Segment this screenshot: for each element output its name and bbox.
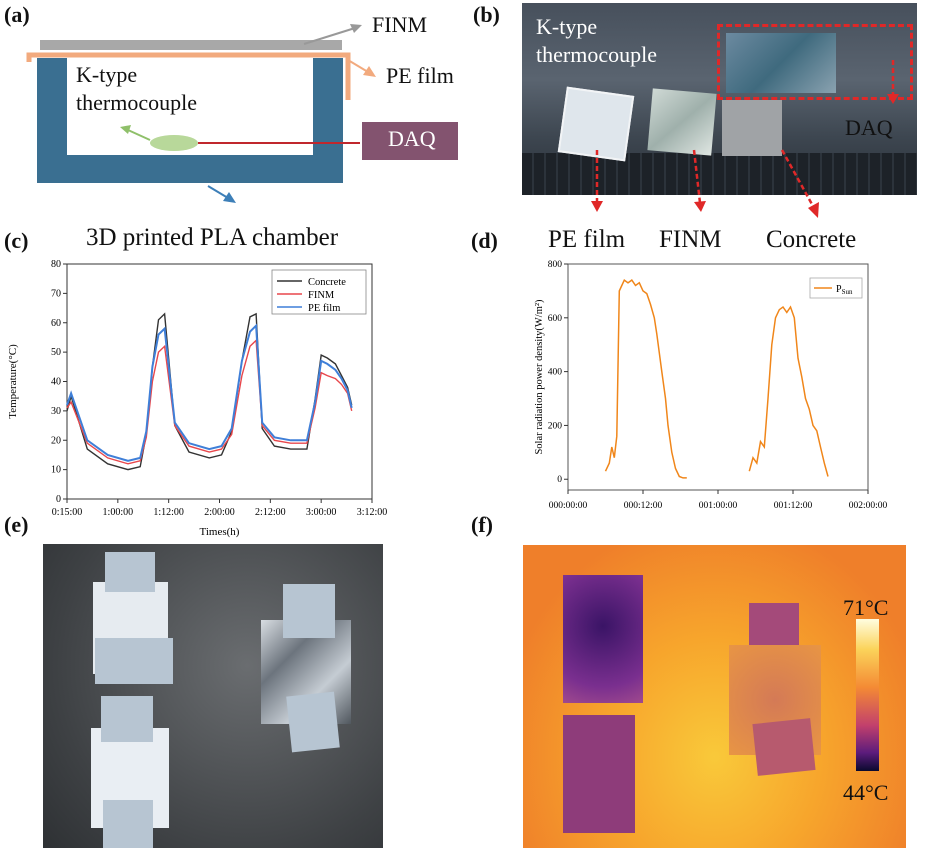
setup-photo xyxy=(522,3,917,195)
photo-thermocouple-line1: K-type xyxy=(536,14,598,39)
thermal-sample-2 xyxy=(563,715,635,833)
panel-a-label: (a) xyxy=(4,2,30,27)
thermal-image xyxy=(523,545,906,848)
chamber-label: 3D printed PLA chamber xyxy=(86,224,339,251)
y-tick-label: 600 xyxy=(548,314,563,324)
finm-layer xyxy=(40,40,342,50)
pla-chamber xyxy=(37,58,343,183)
photo-pe-film-label: PE film xyxy=(548,226,626,253)
daq-highlight-box xyxy=(717,24,913,100)
x-tick-label: 000:12:00 xyxy=(624,501,663,511)
y-axis-title: Solar radiation power density(W/m²) xyxy=(534,299,545,455)
legend-box xyxy=(809,277,863,299)
panel-e-label: (e) xyxy=(4,512,29,537)
pe-film-layer xyxy=(26,52,351,100)
photo-concrete-label: Concrete xyxy=(766,226,857,253)
x-tick-label: 0:15:00 xyxy=(52,507,83,518)
y-axis-title: Temperature(°C) xyxy=(7,344,19,419)
y-tick-label: 0 xyxy=(557,475,562,485)
legend-label: PSun xyxy=(836,284,853,296)
x-tick-label: 001:12:00 xyxy=(774,501,813,511)
tape-2 xyxy=(95,638,173,684)
y-tick-label: 400 xyxy=(548,368,563,378)
x-tick-label: 002:00:00 xyxy=(849,501,888,511)
tape-5 xyxy=(283,584,335,638)
x-tick-label: 1:12:00 xyxy=(153,507,184,518)
y-tick-label: 0 xyxy=(56,494,61,505)
series-line-pe-film xyxy=(66,323,353,462)
temperature-chart: 0 10 20 30 40 50 60 70 80 0:15:00 1:00:00 1:12:00 2:… xyxy=(7,259,388,538)
solar-radiation-chart: 0 200 400 600 800 000:00:00 000:12:00 001:00:00… xyxy=(534,260,888,511)
y-tick-label: 10 xyxy=(51,465,61,476)
y-tick-label: 60 xyxy=(51,318,61,329)
photo-thermocouple-line2: thermocouple xyxy=(536,42,657,67)
pe-film-pointer xyxy=(347,59,369,73)
tape-3 xyxy=(101,696,153,742)
daq-label: DAQ xyxy=(388,126,436,151)
series-line-finm xyxy=(66,338,353,465)
x-tick-label: 2:12:00 xyxy=(255,507,286,518)
panel-c-label: (c) xyxy=(4,228,29,253)
samples-photo xyxy=(43,544,383,848)
colorbar-max-label: 71°C xyxy=(843,595,889,620)
photo-daq-label: DAQ xyxy=(845,115,893,140)
panel-a-diagram xyxy=(26,24,458,203)
finm-label: FINM xyxy=(372,12,428,37)
x-tick-label: 001:00:00 xyxy=(699,501,738,511)
concrete-sample xyxy=(722,100,782,156)
y-tick-label: 50 xyxy=(51,347,61,358)
solar-series-line-2 xyxy=(748,305,829,477)
x-tick-label: 1:00:00 xyxy=(103,507,134,518)
panel-f-label: (f) xyxy=(471,512,493,537)
y-tick-label: 30 xyxy=(51,406,61,417)
pe-film-label: PE film xyxy=(386,63,454,88)
thermocouple-label-line1: K-type xyxy=(76,62,138,87)
legend-label: PE film xyxy=(308,303,340,314)
solar-series-line-1 xyxy=(604,278,687,479)
x-tick-label: 000:00:00 xyxy=(549,501,588,511)
y-tick-label: 70 xyxy=(51,288,61,299)
series-line-concrete xyxy=(66,312,353,471)
tape-4 xyxy=(103,800,153,848)
y-tick-label: 80 xyxy=(51,259,61,270)
legend-label: Concrete xyxy=(308,277,346,288)
y-tick-label: 200 xyxy=(548,421,563,431)
thermal-sample-1 xyxy=(563,575,643,703)
y-tick-label: 20 xyxy=(51,435,61,446)
tape-1 xyxy=(105,552,155,592)
y-tick-label: 40 xyxy=(51,377,61,388)
thermal-sample-5 xyxy=(752,718,816,776)
y-tick-label: 800 xyxy=(548,260,563,270)
setup-arrows xyxy=(591,60,899,218)
thermocouple-label-line2: thermocouple xyxy=(76,90,197,115)
x-axis-title: Times(h) xyxy=(200,526,240,538)
legend-label: FINM xyxy=(308,290,335,301)
x-tick-label: 2:00:00 xyxy=(204,507,235,518)
x-tick-label: 3:12:00 xyxy=(357,507,388,518)
finm-pointer xyxy=(303,27,356,45)
daq-box xyxy=(362,122,458,160)
x-tick-label: 3:00:00 xyxy=(306,507,337,518)
daq-board xyxy=(726,33,836,93)
temperature-colorbar xyxy=(856,619,879,771)
panel-b-label: (b) xyxy=(473,2,500,27)
photo-finm-label: FINM xyxy=(659,226,722,253)
thermocouple-sensor xyxy=(150,135,198,151)
chamber-pointer xyxy=(207,185,229,199)
tape-6 xyxy=(286,691,340,753)
panel-d-label: (d) xyxy=(471,228,498,253)
colorbar-min-label: 44°C xyxy=(843,780,889,805)
thermocouple-pointer xyxy=(127,129,151,141)
